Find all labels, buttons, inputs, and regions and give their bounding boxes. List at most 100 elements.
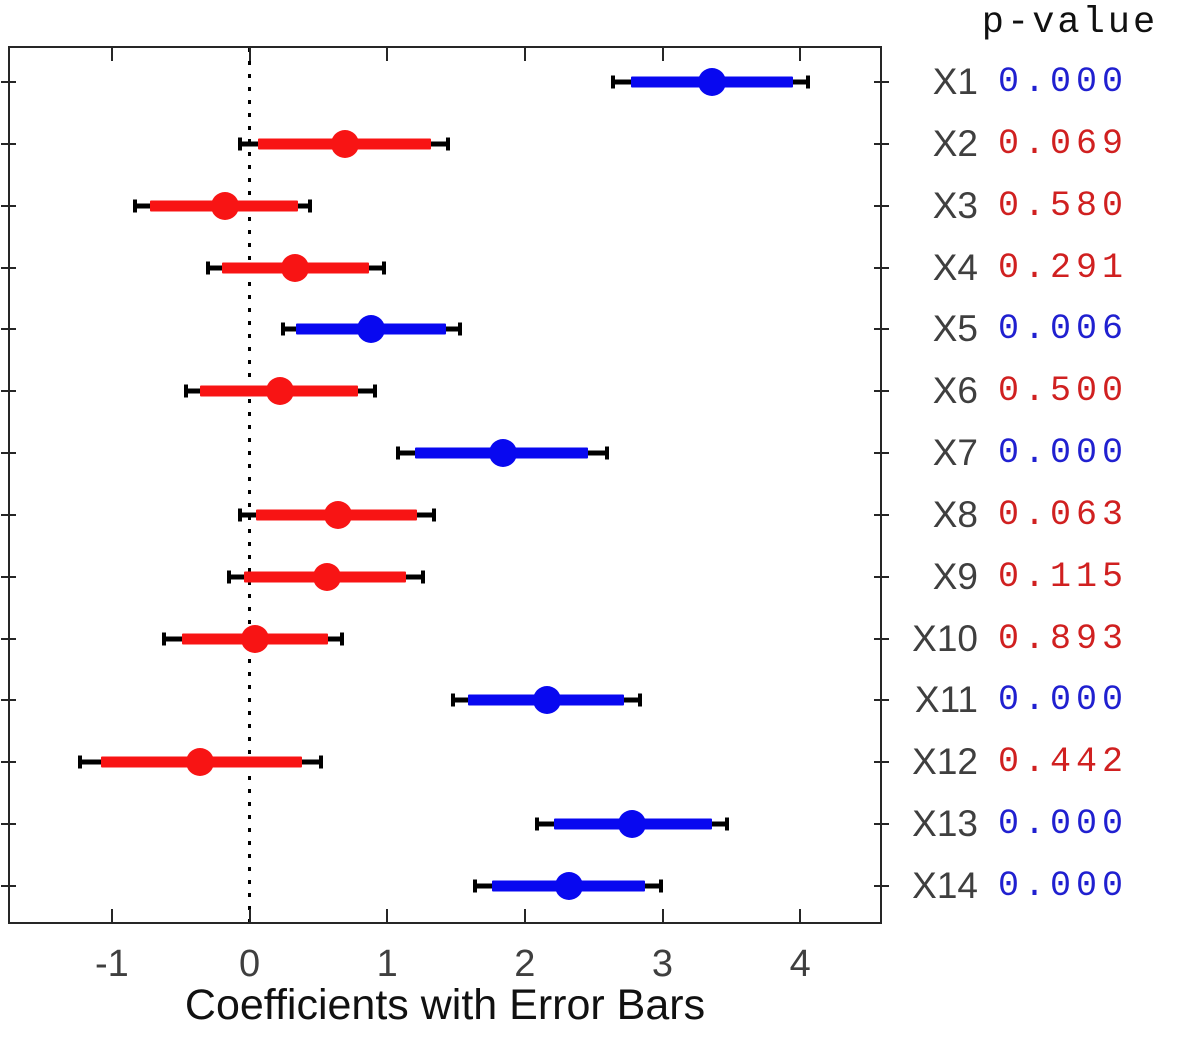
p-value-text: 0.000: [998, 866, 1129, 906]
y-tick-right: [874, 452, 889, 455]
p-value-text: 0.000: [998, 804, 1129, 845]
y-tick-left: [1, 575, 16, 578]
p-value-text: 0.500: [998, 371, 1129, 412]
error-bar-cap: [133, 199, 138, 213]
p-value-text: 0.063: [998, 494, 1129, 535]
y-tick-left: [1, 266, 16, 269]
coefficient-point: [330, 129, 359, 158]
p-value-text: 0.069: [998, 123, 1129, 164]
p-value-text: 0.006: [998, 309, 1129, 350]
error-bar-cap: [610, 75, 615, 89]
coefficient-point: [280, 253, 309, 282]
error-bar-cap: [206, 261, 211, 275]
variable-label: X2: [932, 122, 978, 164]
y-tick-right: [874, 266, 889, 269]
error-bar-cap: [280, 322, 285, 336]
x-tick-label: 0: [238, 943, 261, 985]
error-bar-cap: [445, 137, 450, 151]
y-tick-right: [874, 390, 889, 393]
p-value-text: 0.442: [998, 742, 1129, 783]
variable-label: X12: [912, 741, 978, 783]
x-tick-label: 3: [651, 943, 674, 985]
y-tick-left: [1, 885, 16, 887]
coefficient-point: [185, 748, 214, 777]
x-tick-label: 1: [376, 943, 398, 985]
y-tick-left: [1, 204, 16, 207]
variable-label: X9: [932, 555, 978, 597]
x-tick-bottom: [523, 909, 526, 922]
variable-label: X14: [912, 865, 978, 906]
p-value-text: 0.291: [998, 247, 1129, 288]
error-bar-cap: [420, 570, 425, 584]
y-tick-right: [874, 699, 889, 702]
p-value-text: 0.000: [998, 433, 1129, 474]
error-bar-cap: [451, 693, 456, 707]
y-tick-right: [874, 328, 889, 331]
p-value-text: 0.893: [998, 618, 1129, 659]
x-axis-title: Coefficients with Error Bars: [184, 981, 706, 1029]
x-tick-label: -1: [94, 943, 129, 985]
plot-area: [1, 46, 889, 924]
error-bar-cap: [319, 755, 324, 769]
y-tick-right: [874, 81, 889, 83]
error-bar-cap: [237, 508, 242, 522]
variable-label: X7: [932, 432, 978, 474]
x-tick-bottom: [248, 909, 251, 922]
y-tick-right: [874, 575, 889, 578]
y-tick-left: [1, 390, 16, 393]
x-tick-top: [661, 48, 664, 61]
y-tick-right: [874, 513, 889, 516]
error-bar-cap: [431, 508, 436, 522]
variable-label: X3: [932, 184, 978, 226]
coefficient-point: [488, 439, 517, 468]
p-value-text: 0.580: [998, 185, 1129, 226]
coefficient-point: [698, 68, 727, 96]
error-bar-cap: [372, 384, 377, 398]
x-tick-top: [386, 48, 389, 61]
x-tick-top: [110, 48, 113, 61]
error-bar-cap: [659, 879, 664, 893]
variable-label: X11: [914, 679, 978, 721]
coefficient-point: [532, 686, 561, 715]
y-tick-left: [1, 81, 16, 83]
variable-label: X6: [932, 370, 978, 412]
variable-label: X5: [932, 308, 978, 350]
error-bar-cap: [535, 817, 540, 831]
y-tick-left: [1, 452, 16, 455]
error-bar-cap: [382, 261, 387, 275]
variable-label: X1: [932, 61, 978, 102]
p-value-text: 0.115: [998, 556, 1129, 597]
y-tick-right: [874, 204, 889, 207]
y-tick-left: [1, 328, 16, 331]
error-bar-cap: [396, 446, 401, 460]
x-tick-label: 2: [514, 943, 536, 985]
error-bar-cap: [184, 384, 189, 398]
x-tick-bottom: [661, 909, 664, 922]
coefficient-point: [618, 810, 647, 839]
error-bar-cap: [638, 693, 643, 707]
error-bar-cap: [237, 137, 242, 151]
y-tick-right: [874, 637, 889, 640]
y-tick-right: [874, 885, 889, 887]
error-bar-cap: [308, 199, 313, 213]
y-tick-left: [1, 513, 16, 516]
y-tick-left: [1, 761, 16, 764]
zero-reference-line: [248, 48, 252, 922]
y-tick-left: [1, 142, 16, 145]
x-tick-top: [523, 48, 526, 61]
x-tick-bottom: [110, 909, 113, 922]
coefficient-point: [356, 315, 385, 344]
y-tick-left: [1, 637, 16, 640]
error-bar-cap: [473, 879, 478, 893]
x-tick-top: [248, 48, 251, 61]
error-bar-cap: [339, 632, 344, 646]
x-tick-bottom: [799, 909, 802, 922]
variable-label: X10: [912, 617, 978, 659]
error-bar-cap: [226, 570, 231, 584]
x-tick-bottom: [386, 909, 389, 922]
coefficient-point: [210, 191, 239, 220]
y-tick-left: [1, 699, 16, 702]
coefficient-point: [554, 872, 583, 900]
coefficient-point: [265, 377, 294, 406]
